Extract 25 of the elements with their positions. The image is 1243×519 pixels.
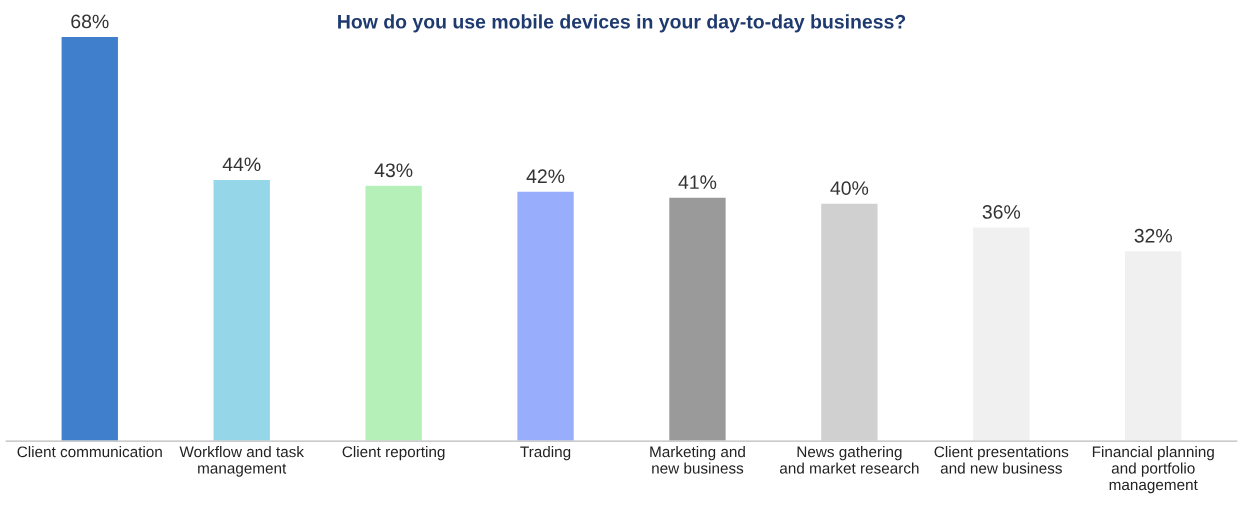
data-label: 41% [678, 175, 717, 189]
bar [60, 35, 120, 442]
x-tick-label: Client reporting [342, 446, 445, 461]
bar [364, 184, 424, 442]
x-tick-label: Client communication [17, 446, 162, 458]
data-label: 43% [374, 163, 413, 178]
x-tick-label: Workflow and task management [179, 446, 304, 477]
data-label: 40% [830, 181, 869, 196]
bar [971, 226, 1031, 442]
data-label: 42% [526, 169, 565, 184]
x-tick-label: Financial planning and portfolio management [1092, 446, 1214, 494]
data-label: 68% [71, 14, 109, 29]
data-label: 32% [1134, 228, 1172, 243]
bar [515, 190, 576, 442]
chart-title: How do you use mobile devices in your day-to-day business? [338, 14, 906, 33]
bar [667, 196, 728, 442]
bar [819, 202, 879, 442]
x-tick-label: Marketing and new business [650, 446, 745, 474]
x-tick-label: Trading [520, 446, 571, 461]
data-label: 36% [982, 205, 1021, 219]
bar [212, 178, 272, 442]
data-label: 44% [222, 157, 261, 172]
x-tick-label: News gathering and market research [779, 446, 919, 474]
bar [1123, 249, 1183, 442]
x-tick-label: Client presentations and new business [934, 446, 1069, 474]
